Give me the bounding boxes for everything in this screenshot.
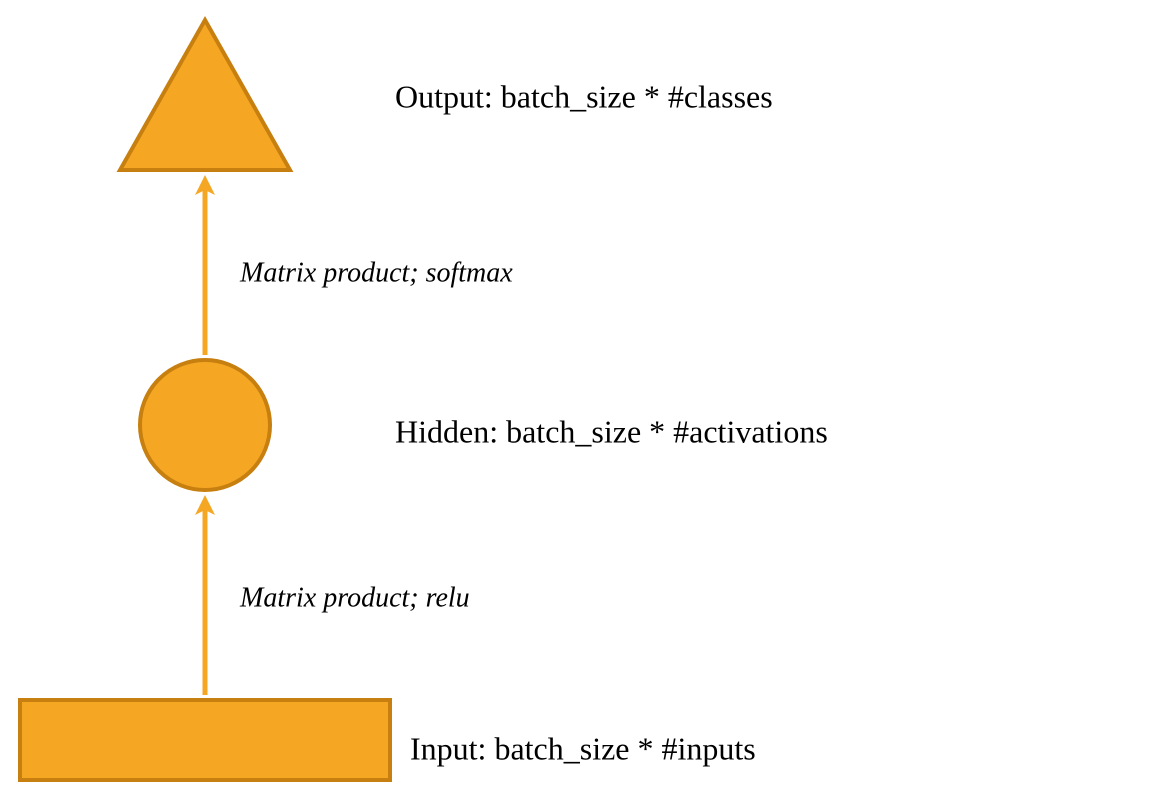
edge-label-relu: Matrix product; relu [239,582,470,613]
input-label: Input: batch_size * #inputs [410,730,756,766]
hidden-node-circle [140,360,270,490]
output-node-triangle [120,20,290,170]
output-label: Output: batch_size * #classes [395,78,773,114]
input-node-rect [20,700,390,780]
edge-label-softmax: Matrix product; softmax [239,257,513,288]
hidden-label: Hidden: batch_size * #activations [395,413,828,449]
neural-network-diagram: Output: batch_size * #classes Hidden: ba… [0,0,1152,800]
